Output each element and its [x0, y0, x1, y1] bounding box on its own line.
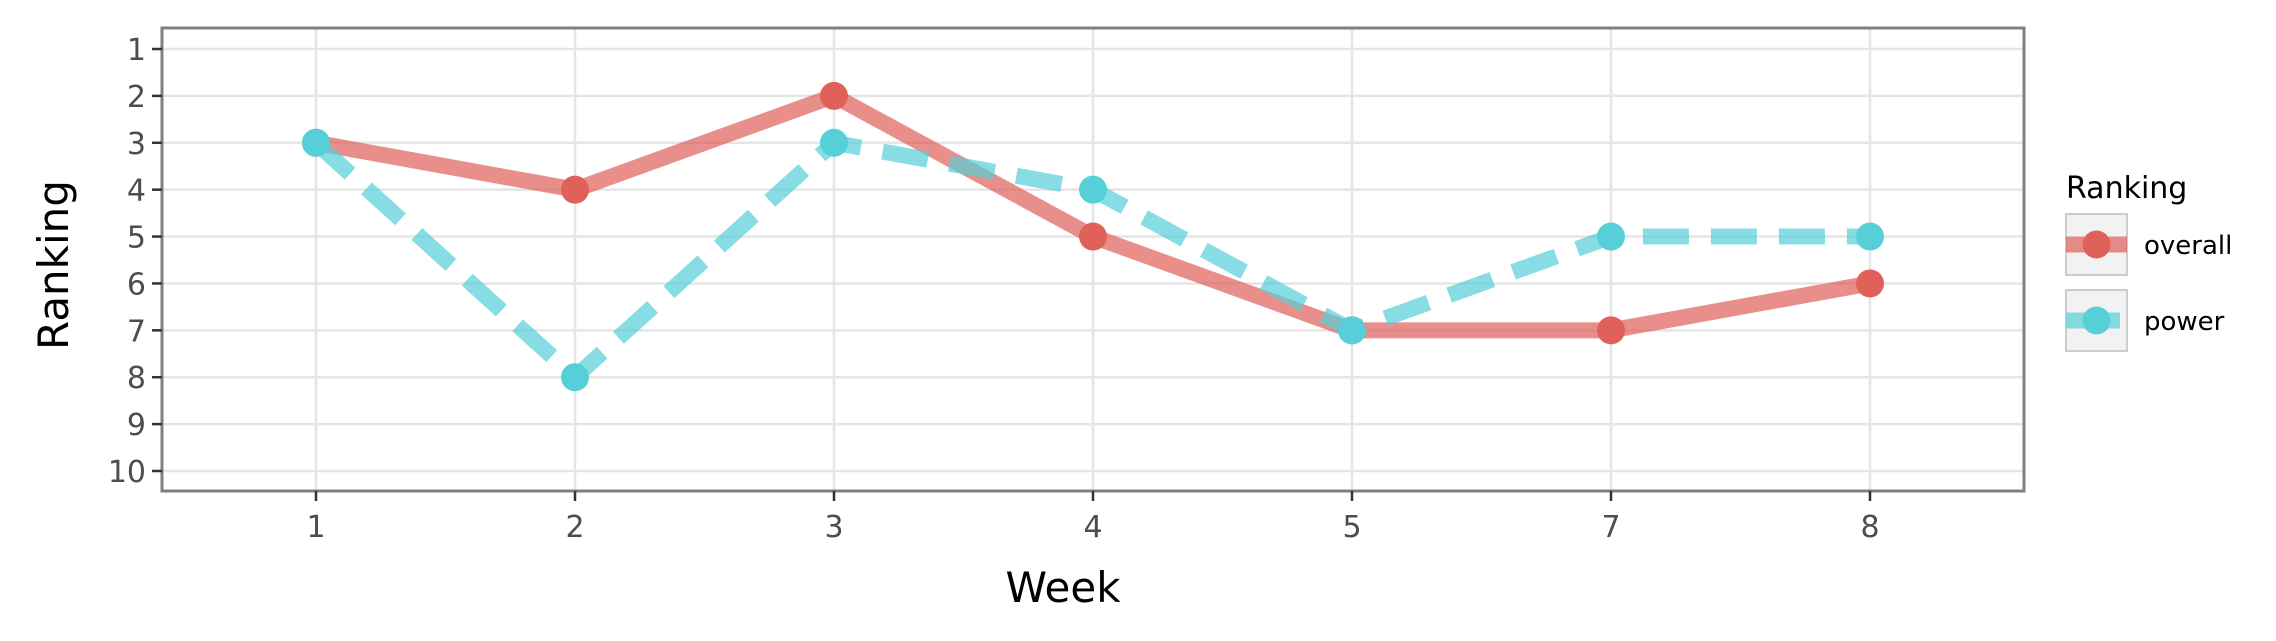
data-point-power: [1079, 175, 1107, 204]
x-tick-label: 5: [1342, 510, 1361, 545]
y-tick-label: 5: [127, 221, 146, 256]
y-tick-label: 8: [127, 361, 146, 396]
axes: 1 2 3 4 5 6 7 8 9 10 1 2 3 4 5 7 8: [108, 33, 1880, 545]
x-tick-label: 2: [565, 510, 584, 545]
y-tick-label: 1: [127, 33, 146, 68]
data-point-power: [302, 128, 330, 157]
y-tick-label: 10: [108, 455, 146, 490]
x-tick-label: 3: [824, 510, 843, 545]
data-point-overall: [820, 81, 848, 110]
legend-title: Ranking: [2066, 171, 2187, 206]
series-lines: [302, 81, 1884, 392]
legend-key-point-overall: [2082, 230, 2111, 259]
x-tick-label: 7: [1601, 510, 1620, 545]
legend-label-power: power: [2144, 307, 2225, 337]
x-axis-title: Week: [1005, 563, 1121, 612]
y-tick-label: 7: [127, 314, 146, 349]
data-point-power: [1597, 222, 1625, 251]
x-tick-label: 8: [1860, 510, 1879, 545]
data-point-overall: [1079, 222, 1107, 251]
y-tick-label: 6: [127, 267, 146, 302]
data-point-power: [1856, 222, 1884, 251]
data-point-power: [1338, 316, 1366, 345]
legend-key-point-power: [2082, 306, 2111, 335]
legend-label-overall: overall: [2144, 231, 2232, 261]
gridlines: [162, 28, 2024, 491]
data-point-overall: [1597, 316, 1625, 345]
y-tick-label: 3: [127, 127, 146, 162]
y-tick-label: 9: [127, 408, 146, 443]
x-tick-label: 4: [1083, 510, 1102, 545]
data-point-power: [820, 128, 848, 157]
data-point-overall: [1856, 269, 1884, 298]
y-tick-label: 2: [127, 80, 146, 115]
y-axis-title: Ranking: [29, 180, 78, 350]
legend: Ranking overall power: [2065, 171, 2232, 352]
data-point-overall: [561, 175, 589, 204]
y-tick-label: 4: [127, 174, 146, 209]
x-tick-label: 1: [306, 510, 325, 545]
data-point-power: [561, 363, 589, 392]
